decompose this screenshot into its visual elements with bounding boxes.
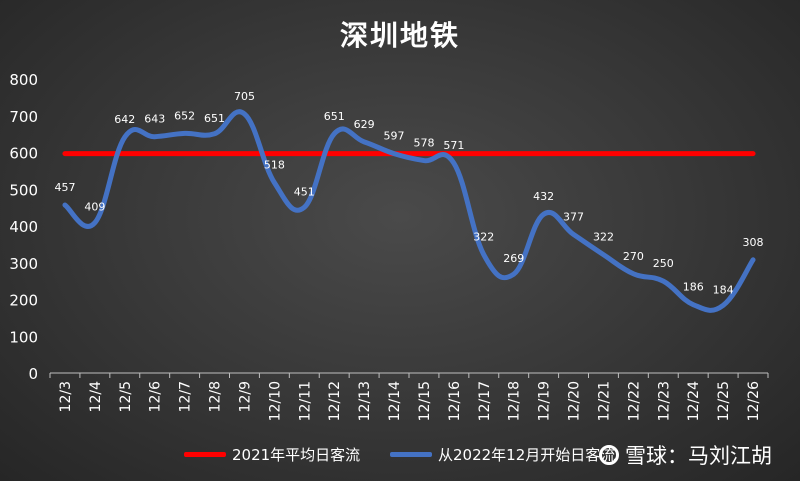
y-tick-label-5: 500: [9, 181, 38, 199]
y-tick-label-1: 100: [9, 328, 38, 346]
x-tick-label-21: 12/24: [686, 381, 702, 421]
data-label-10: 629: [354, 118, 375, 131]
x-tick-label-11: 12/14: [387, 381, 403, 421]
data-label-14: 322: [473, 231, 494, 244]
data-label-17: 377: [563, 210, 584, 223]
x-tick-label-10: 12/13: [357, 381, 373, 421]
legend-item-0: 2021年平均日客流: [184, 444, 360, 465]
data-label-6: 705: [234, 90, 255, 103]
data-label-2: 642: [114, 113, 135, 126]
chart-title: 深圳地铁: [339, 19, 460, 52]
data-label-23: 308: [743, 236, 764, 249]
x-tick-label-5: 12/8: [208, 381, 224, 412]
data-label-18: 322: [593, 231, 614, 244]
x-tick-label-0: 12/3: [58, 381, 74, 412]
data-label-13: 571: [443, 139, 464, 152]
x-tick-label-15: 12/18: [507, 381, 523, 421]
data-label-4: 652: [174, 109, 195, 122]
series-line-1: [62, 109, 756, 313]
y-tick-label-7: 700: [9, 108, 38, 126]
snowball-logo-icon: [599, 445, 619, 465]
data-label-7: 518: [264, 159, 285, 172]
data-label-20: 250: [653, 257, 674, 270]
x-tick-label-7: 12/10: [267, 381, 283, 421]
data-label-9: 651: [324, 110, 345, 123]
x-tick-label-16: 12/19: [537, 381, 553, 421]
legend-swatch-0: [184, 452, 226, 457]
data-label-15: 269: [503, 252, 524, 265]
x-tick-label-20: 12/23: [656, 381, 672, 421]
data-label-12: 578: [413, 137, 434, 150]
y-tick-label-0: 0: [28, 365, 38, 383]
data-label-22: 184: [713, 283, 734, 296]
x-tick-label-2: 12/5: [118, 381, 134, 412]
x-tick-label-6: 12/9: [237, 381, 253, 412]
legend: 2021年平均日客流 从2022年12月开始日客流: [0, 444, 800, 466]
x-tick-label-18: 12/21: [596, 381, 612, 421]
data-label-3: 643: [144, 113, 165, 126]
y-tick-label-8: 800: [9, 71, 38, 89]
x-tick-label-12: 12/15: [417, 381, 433, 421]
legend-label-1: 从2022年12月开始日客流: [438, 446, 616, 464]
x-tick-label-17: 12/20: [567, 381, 583, 421]
data-label-1: 409: [84, 201, 105, 214]
x-tick-label-3: 12/6: [148, 381, 164, 413]
axes: 0 100 200 300 400 500 600 700 800 12/3 12/4 12/5 12/…: [9, 71, 769, 421]
series-layer: [62, 109, 756, 313]
legend-item-1: 从2022年12月开始日客流: [390, 444, 615, 465]
data-label-5: 651: [204, 112, 225, 125]
x-tick-label-13: 12/16: [447, 381, 463, 421]
y-tick-label-6: 600: [9, 145, 38, 163]
watermark-text: 雪球：马刘江胡: [625, 444, 772, 468]
data-labels: 457 409 642 643 652 651 705 518 451 651 629 597 578 5…: [54, 90, 763, 296]
data-label-8: 451: [294, 185, 315, 198]
x-tick-label-22: 12/25: [716, 381, 732, 421]
data-label-16: 432: [533, 190, 554, 203]
y-tick-label-3: 300: [9, 255, 38, 273]
legend-label-0: 2021年平均日客流: [232, 446, 361, 464]
x-tick-label-19: 12/22: [626, 381, 642, 421]
x-tick-label-1: 12/4: [88, 381, 104, 413]
x-tick-label-23: 12/26: [746, 381, 762, 421]
data-label-0: 457: [54, 181, 75, 194]
x-tick-label-8: 12/11: [297, 381, 313, 421]
y-tick-label-4: 400: [9, 218, 38, 236]
data-label-11: 597: [384, 130, 405, 143]
x-tick-label-9: 12/12: [327, 381, 343, 421]
data-label-19: 270: [623, 250, 644, 263]
data-label-21: 186: [683, 281, 704, 294]
legend-swatch-1: [390, 452, 432, 457]
y-tick-label-2: 200: [9, 292, 38, 310]
x-tick-label-14: 12/17: [477, 381, 493, 421]
watermark: 雪球：马刘江胡: [599, 440, 772, 470]
x-tick-label-4: 12/7: [178, 381, 194, 412]
